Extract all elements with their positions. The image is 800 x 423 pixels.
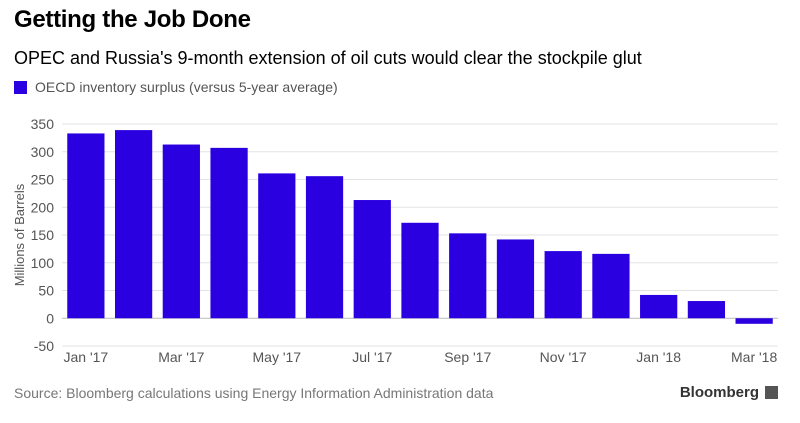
- bloomberg-mark-icon: [765, 386, 778, 399]
- chart-subtitle: OPEC and Russia's 9-month extension of o…: [14, 48, 642, 68]
- brand-logo: Bloomberg: [680, 384, 778, 401]
- legend-label: OECD inventory surplus (versus 5-year av…: [35, 79, 338, 95]
- chart-title: Getting the Job Done: [14, 6, 251, 33]
- x-tick-label: Mar '17: [158, 349, 204, 365]
- bar: [640, 294, 678, 319]
- bar: [544, 251, 582, 319]
- y-tick-label: 0: [46, 310, 54, 326]
- x-tick-label: Jul '17: [352, 349, 392, 365]
- bar: [735, 318, 773, 324]
- bar: [258, 173, 296, 319]
- bar: [353, 200, 391, 319]
- y-tick-label: 350: [31, 116, 55, 132]
- y-tick-label: 100: [31, 255, 55, 271]
- source-note: Source: Bloomberg calculations using Ene…: [14, 385, 494, 401]
- bar: [449, 233, 487, 319]
- y-tick-label: 150: [31, 227, 55, 243]
- y-tick-label: 50: [38, 283, 54, 299]
- bar: [305, 176, 344, 319]
- y-tick-label: 200: [31, 199, 55, 215]
- y-axis-label: Millions of Barrels: [12, 183, 27, 286]
- bar: [496, 239, 535, 319]
- bar: [592, 253, 630, 319]
- bar: [67, 133, 105, 319]
- bar: [687, 301, 726, 319]
- x-tick-label: Jan '18: [636, 349, 681, 365]
- bar: [210, 147, 248, 319]
- x-tick-label: Mar '18: [731, 349, 777, 365]
- x-tick-label: Sep '17: [444, 349, 491, 365]
- bar: [401, 222, 439, 319]
- x-tick-label: May '17: [253, 349, 302, 365]
- x-tick-label: Jan '17: [64, 349, 109, 365]
- x-tick-label: Nov '17: [540, 349, 587, 365]
- y-tick-label: -50: [34, 338, 54, 354]
- bar: [162, 144, 200, 319]
- brand-name: Bloomberg: [679, 384, 759, 401]
- legend-swatch: [14, 80, 27, 94]
- y-tick-label: 250: [31, 172, 55, 188]
- legend: OECD inventory surplus (versus 5-year av…: [14, 79, 338, 95]
- y-tick-label: 300: [31, 144, 55, 160]
- bar: [114, 130, 153, 319]
